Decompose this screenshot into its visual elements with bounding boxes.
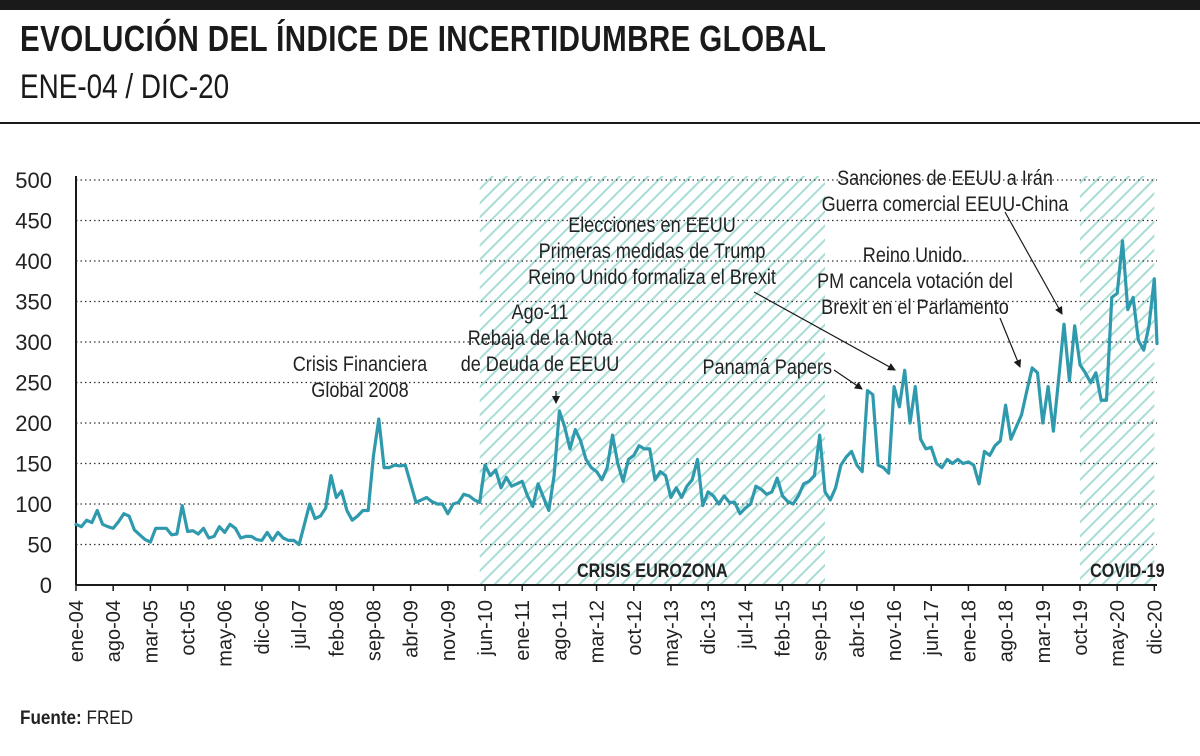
annotation-arrow xyxy=(753,291,896,371)
x-tick-label: may-20 xyxy=(1107,600,1129,667)
annotation-arrow xyxy=(833,369,863,390)
annotation-text: de Deuda de EEUU xyxy=(461,353,620,377)
annotation-text: Elecciones en EEUU xyxy=(568,214,736,238)
line-chart: CRISIS EUROZONA COVID-19 0 50 100 150 200 250 3… xyxy=(15,167,1166,667)
x-axis: ene-04 ago-04 mar-05 oct-05 may-06 dic-06 jul-… xyxy=(66,585,1166,667)
y-tick-label: 500 xyxy=(15,168,52,193)
annotation-text: Primeras medidas de Trump xyxy=(539,240,766,264)
y-tick-label: 100 xyxy=(15,492,52,517)
source-note: Fuente: FRED xyxy=(20,708,133,730)
annotation-arrow xyxy=(999,317,1022,368)
annotation-arrow xyxy=(1004,211,1063,315)
annotation-text: Panamá Papers xyxy=(703,356,833,380)
x-tick-label: nov-09 xyxy=(438,600,460,661)
x-tick-label: abr-09 xyxy=(401,600,423,658)
y-tick-label: 450 xyxy=(15,209,52,234)
chart-subtitle: ENE-04 / DIC-20 xyxy=(20,68,230,106)
series-line xyxy=(74,239,1159,547)
y-tick-label: 300 xyxy=(15,330,52,355)
x-tick-label: ago-18 xyxy=(996,600,1018,662)
annotation-text: Rebaja de la Nota xyxy=(468,327,613,351)
y-tick-label: 400 xyxy=(15,249,52,274)
chart-title: EVOLUCIÓN DEL ÍNDICE DE INCERTIDUMBRE GL… xyxy=(20,18,827,59)
x-tick-label: jul-07 xyxy=(289,600,311,650)
x-tick-label: dic-13 xyxy=(698,600,720,654)
x-tick-label: sep-15 xyxy=(810,600,832,661)
shaded-period-label: CRISIS EUROZONA xyxy=(577,560,728,582)
y-tick-label: 150 xyxy=(15,452,52,477)
x-tick-label: nov-16 xyxy=(884,600,906,661)
x-tick-label: sep-08 xyxy=(363,600,385,661)
x-tick-label: abr-16 xyxy=(847,600,869,658)
x-tick-label: ago-04 xyxy=(103,600,125,662)
y-tick-label: 50 xyxy=(28,533,52,558)
source-value: FRED xyxy=(86,708,134,729)
header-rule xyxy=(0,122,1200,124)
top-bar xyxy=(0,0,1200,10)
x-tick-label: ene-18 xyxy=(958,600,980,662)
x-tick-label: ago-11 xyxy=(549,600,571,661)
annotation-text: Reino Unido formaliza el Brexit xyxy=(528,266,776,290)
x-tick-label: oct-12 xyxy=(624,600,646,656)
x-tick-label: oct-05 xyxy=(178,600,200,656)
annotation-text: Global 2008 xyxy=(311,379,408,403)
y-axis: 0 50 100 150 200 250 300 350 400 450 500 xyxy=(15,168,1157,598)
x-tick-label: mar-12 xyxy=(587,600,609,663)
x-tick-label: may-06 xyxy=(215,600,237,667)
x-tick-label: jun-17 xyxy=(921,600,943,657)
x-tick-label: dic-06 xyxy=(252,600,274,654)
gridlines xyxy=(76,179,1157,546)
y-tick-label: 200 xyxy=(15,411,52,436)
x-tick-label: jun-10 xyxy=(475,600,497,657)
x-tick-label: mar-05 xyxy=(140,600,162,663)
x-tick-label: jul-14 xyxy=(735,600,757,650)
annotation-text: Guerra comercial EEUU-China xyxy=(822,193,1069,217)
y-tick-label: 0 xyxy=(40,573,52,598)
x-tick-label: feb-08 xyxy=(326,600,348,657)
x-tick-label: oct-19 xyxy=(1070,600,1092,656)
source-label: Fuente: xyxy=(20,708,82,729)
x-tick-label: ene-11 xyxy=(512,600,534,661)
annotation-text: Ago-11 xyxy=(512,301,569,325)
annotation-text: PM cancela votación del xyxy=(817,270,1013,294)
annotation-text: Sanciones de EEUU a Irán xyxy=(837,167,1053,191)
y-tick-label: 350 xyxy=(15,290,52,315)
x-tick-label: ene-04 xyxy=(66,600,88,662)
x-tick-label: may-13 xyxy=(661,600,683,667)
x-tick-label: dic-20 xyxy=(1144,600,1166,654)
series xyxy=(74,239,1159,547)
y-tick-label: 250 xyxy=(15,371,52,396)
shaded-period-label: COVID-19 xyxy=(1090,560,1165,582)
annotation-text: Brexit en el Parlamento xyxy=(821,296,1009,320)
annotation-text: Crisis Financiera xyxy=(293,353,428,377)
x-tick-label: mar-19 xyxy=(1033,600,1055,663)
annotation-text: Reino Unido. xyxy=(863,244,967,268)
shaded-period xyxy=(479,176,825,585)
x-tick-label: feb-15 xyxy=(773,600,795,657)
